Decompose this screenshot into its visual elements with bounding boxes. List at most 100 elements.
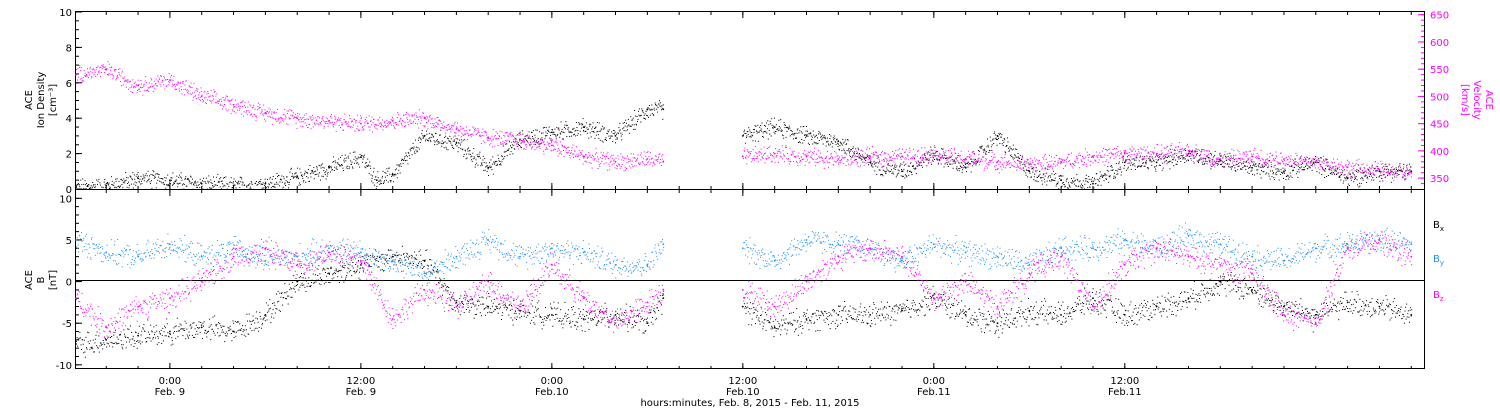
scatter-dot [326, 120, 328, 122]
scatter-dot [753, 128, 754, 130]
scatter-dot [1321, 174, 1323, 175]
scatter-dot [1061, 159, 1063, 161]
scatter-dot [567, 127, 569, 129]
scatter-dot [930, 157, 932, 158]
scatter-dot [285, 180, 287, 182]
scatter-dot [565, 148, 567, 150]
scatter-dot [92, 69, 94, 71]
scatter-dot [1338, 175, 1340, 177]
scatter-dot [1156, 165, 1157, 167]
scatter-dot [450, 131, 452, 133]
scatter-dot [284, 183, 286, 185]
scatter-dot [130, 86, 132, 88]
scatter-dot [109, 67, 111, 69]
scatter-dot [415, 112, 417, 114]
scatter-dot [1049, 155, 1050, 157]
scatter-dot [529, 138, 531, 139]
scatter-dot [549, 143, 551, 145]
scatter-dot [1090, 160, 1092, 162]
scatter-dot [1126, 159, 1128, 161]
scatter-dot [90, 185, 92, 187]
scatter-dot [349, 152, 351, 154]
scatter-dot [421, 133, 423, 135]
scatter-dot [1019, 154, 1021, 156]
scatter-dot [192, 188, 194, 190]
tick-label: 550 [1430, 65, 1449, 76]
scatter-dot [642, 110, 644, 112]
scatter-dot [1169, 168, 1171, 170]
scatter-dot [798, 152, 800, 154]
scatter-dot [1013, 157, 1015, 159]
scatter-dot [174, 88, 176, 90]
scatter-dot [1121, 171, 1123, 173]
scatter-dot [750, 151, 752, 152]
scatter-dot [1242, 162, 1244, 164]
scatter-dot [586, 127, 588, 129]
scatter-dot [1092, 177, 1093, 179]
scatter-dot [773, 157, 775, 159]
scatter-dot [855, 148, 857, 150]
scatter-dot [1051, 168, 1053, 170]
scatter-dot [607, 130, 609, 132]
scatter-dot [1243, 161, 1245, 163]
scatter-dot [1096, 173, 1098, 175]
scatter-dot [911, 174, 913, 176]
scatter-dot [1000, 136, 1002, 138]
scatter-dot [821, 138, 823, 140]
scatter-dot [604, 155, 606, 157]
scatter-dot [377, 171, 379, 173]
scatter-dot [491, 135, 493, 137]
scatter-dot [212, 95, 214, 97]
scatter-dot [212, 186, 214, 188]
scatter-dot [521, 147, 522, 149]
scatter-dot [768, 129, 770, 131]
scatter-dot [376, 124, 378, 126]
scatter-dot [1386, 166, 1388, 168]
scatter-dot [1142, 162, 1144, 164]
scatter-dot [745, 133, 747, 134]
scatter-dot [539, 143, 541, 145]
scatter-dot [520, 133, 521, 135]
scatter-dot [255, 115, 256, 117]
scatter-dot [465, 133, 467, 135]
scatter-dot [305, 181, 307, 183]
scatter-dot [254, 108, 256, 110]
scatter-dot [796, 162, 798, 164]
scatter-dot [780, 152, 782, 154]
scatter-dot [333, 122, 335, 124]
scatter-dot [1044, 167, 1046, 169]
scatter-dot [1307, 168, 1309, 170]
scatter-dot [598, 137, 600, 139]
scatter-dot [1226, 163, 1228, 165]
scatter-dot [744, 142, 746, 144]
scatter-dot [653, 114, 655, 116]
scatter-dot [812, 151, 814, 153]
scatter-dot [512, 153, 514, 155]
scatter-dot [460, 128, 462, 130]
scatter-dot [132, 79, 134, 81]
scatter-dot [450, 142, 452, 144]
scatter-dot [189, 182, 191, 184]
scatter-dot [1070, 181, 1072, 183]
scatter-dot [453, 125, 455, 127]
scatter-dot [523, 140, 525, 142]
scatter-dot [1060, 162, 1061, 164]
scatter-dot [380, 126, 382, 127]
scatter-dot [1068, 153, 1070, 155]
scatter-dot [492, 139, 494, 141]
scatter-dot [1032, 162, 1034, 164]
scatter-dot [662, 118, 664, 120]
scatter-dot [1211, 163, 1213, 165]
scatter-dot [800, 131, 802, 133]
scatter-dot [559, 132, 561, 134]
scatter-dot [617, 163, 619, 165]
scatter-dot [1263, 165, 1265, 167]
scatter-dot [1058, 175, 1060, 177]
scatter-dot [1010, 154, 1012, 156]
scatter-dot [312, 126, 314, 128]
scatter-dot [155, 173, 157, 175]
scatter-dot [812, 143, 814, 145]
scatter-dot [165, 177, 167, 179]
scatter-dot [139, 88, 140, 90]
scatter-dot [570, 152, 572, 154]
